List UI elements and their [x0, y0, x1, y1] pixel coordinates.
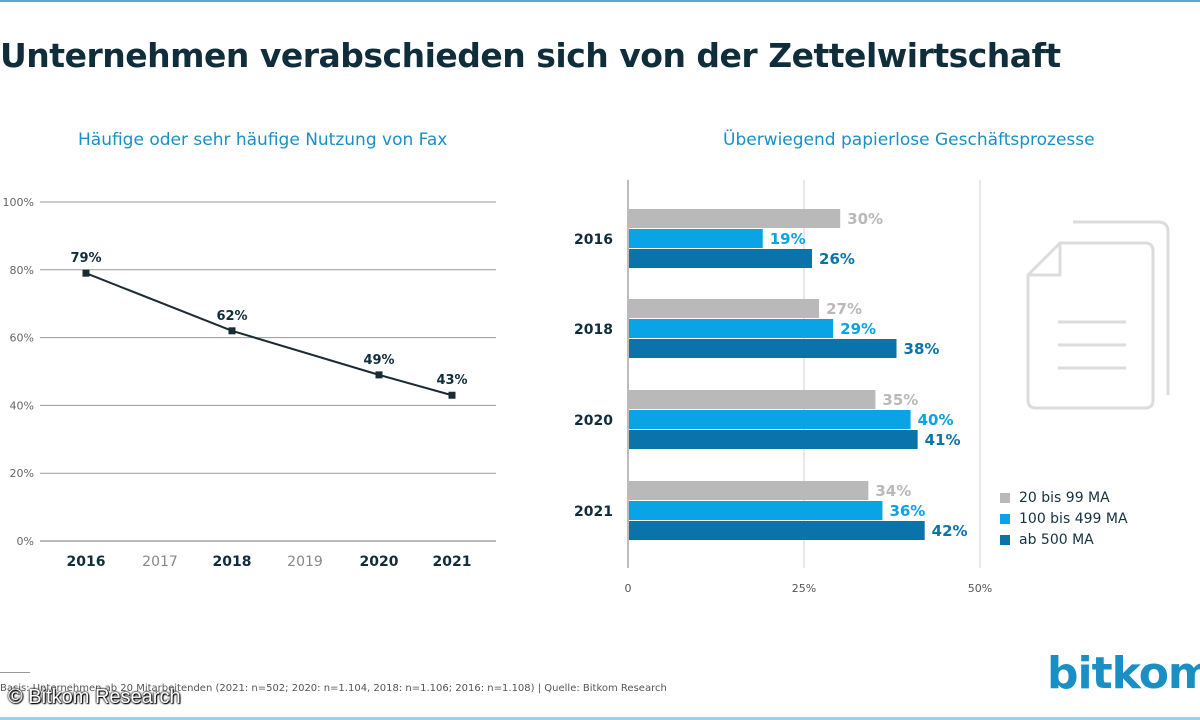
data-point — [228, 327, 236, 335]
bar — [629, 209, 841, 228]
y-tick-label: 80% — [10, 264, 34, 277]
category-label: 2020 — [574, 413, 613, 429]
bar — [629, 521, 925, 540]
footnote-divider — [0, 672, 30, 673]
category-label: 2016 — [574, 232, 613, 248]
data-label: 62% — [216, 309, 247, 324]
x-tick-label: 0 — [625, 582, 632, 595]
bar — [629, 229, 763, 248]
legend-swatch — [1000, 492, 1010, 503]
document-icon — [1026, 220, 1170, 410]
bar — [629, 481, 869, 500]
bottom-rule — [0, 717, 1200, 720]
top-rule — [0, 0, 1200, 2]
bar — [629, 501, 883, 520]
legend-label: 100 bis 499 MA — [1019, 510, 1128, 527]
bar-value-label: 34% — [875, 482, 911, 500]
page-title: Unternehmen verabschieden sich von der Z… — [0, 36, 1061, 75]
legend-swatch — [1000, 534, 1010, 545]
category-label: 2021 — [574, 504, 613, 520]
bar-value-label: 36% — [889, 502, 925, 520]
x-tick-label: 2016 — [67, 554, 106, 570]
bar-value-label: 26% — [819, 250, 855, 268]
legend-label: 20 bis 99 MA — [1019, 489, 1110, 506]
data-label: 43% — [436, 373, 467, 388]
y-tick-label: 40% — [10, 399, 34, 412]
bar — [629, 390, 876, 409]
bar — [629, 430, 918, 449]
x-tick-label: 2019 — [287, 554, 323, 570]
legend-item: ab 500 MA — [1000, 529, 1128, 550]
y-tick-label: 0% — [17, 535, 34, 548]
category-label: 2018 — [574, 322, 613, 338]
bar-value-label: 42% — [932, 522, 968, 540]
bar-value-label: 30% — [847, 210, 883, 228]
bar-chart-title: Überwiegend papierlose Geschäftsprozesse — [723, 130, 1095, 150]
x-tick-label: 2020 — [360, 554, 399, 570]
data-label: 79% — [70, 251, 101, 266]
data-point — [82, 269, 90, 277]
x-tick-label: 50% — [968, 582, 992, 595]
bar-value-label: 38% — [904, 340, 940, 358]
legend-item: 100 bis 499 MA — [1000, 508, 1128, 529]
bar — [629, 410, 911, 429]
bar-legend: 20 bis 99 MA 100 bis 499 MA ab 500 MA — [1000, 487, 1128, 550]
x-tick-label: 25% — [792, 582, 816, 595]
bar — [629, 339, 897, 358]
bar-value-label: 41% — [925, 431, 961, 449]
bar-value-label: 40% — [918, 411, 954, 429]
footnote: Basis: Unternehmen ab 20 Mitarbeitenden … — [0, 683, 667, 694]
bar — [629, 319, 834, 338]
bar — [629, 299, 820, 318]
copyright-watermark: © Bitkom Research — [8, 686, 181, 708]
bitkom-logo: bitkom — [1047, 648, 1200, 699]
bar-value-label: 29% — [840, 320, 876, 338]
y-tick-label: 20% — [10, 467, 34, 480]
fax-line-chart: 0% 20% 40% 60% 80% 100% 2016 2017 2018 2019 2020 20… — [3, 196, 496, 570]
y-tick-label: 100% — [3, 196, 34, 209]
bar-value-label: 27% — [826, 300, 862, 318]
bar — [629, 249, 813, 268]
paperless-bar-chart: 0 25% 50% 2016 30% 19% 26% 2018 27% 29% 38% 2020 35%… — [574, 180, 992, 595]
legend-swatch — [1000, 513, 1010, 524]
legend-label: ab 500 MA — [1019, 531, 1094, 548]
x-tick-label: 2021 — [433, 554, 472, 570]
fax-series-line — [85, 272, 453, 397]
bar-value-label: 35% — [882, 391, 918, 409]
x-tick-label: 2018 — [213, 554, 252, 570]
x-tick-label: 2017 — [142, 554, 178, 570]
bar-value-label: 19% — [770, 230, 806, 248]
y-tick-label: 60% — [10, 332, 34, 345]
data-point — [448, 391, 456, 399]
line-chart-title: Häufige oder sehr häufige Nutzung von Fa… — [78, 130, 448, 150]
data-label: 49% — [363, 353, 394, 368]
data-point — [375, 371, 383, 379]
legend-item: 20 bis 99 MA — [1000, 487, 1128, 508]
